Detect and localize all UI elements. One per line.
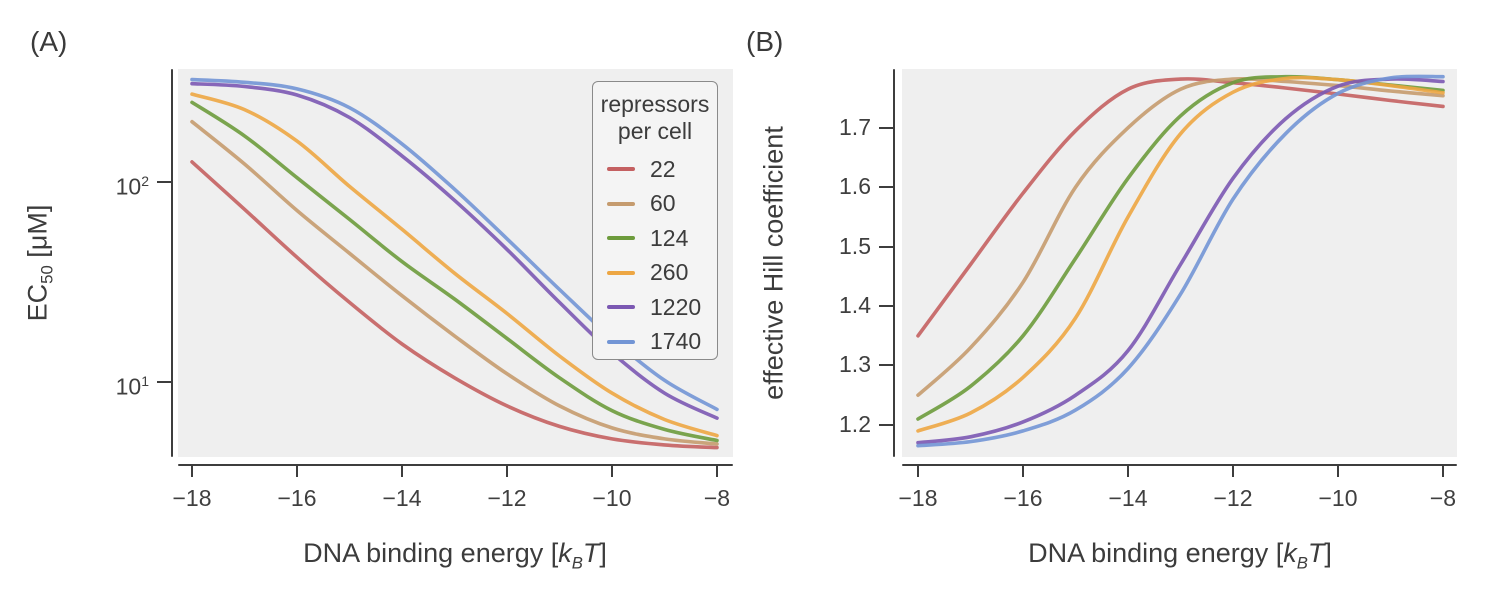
x-tick-label: −16 — [1003, 485, 1043, 511]
panel-a-y-axis-label-units: [μM] — [22, 204, 53, 266]
legend-title: repressors per cell — [593, 91, 717, 145]
panel-a-x-axis-label: DNA binding energy [kBT] — [303, 538, 607, 573]
panel-b-x-spine — [902, 464, 1457, 466]
curve-260 — [916, 75, 1445, 433]
curve-22 — [190, 160, 719, 450]
curve-1220 — [190, 81, 719, 420]
y-tick — [879, 245, 893, 248]
legend-entry-label: 60 — [650, 190, 676, 217]
x-tick-label: −18 — [172, 485, 212, 511]
y-tick-label: 1.5 — [839, 232, 871, 259]
legend-line-swatch — [607, 201, 635, 206]
curve-22 — [916, 77, 1445, 338]
x-tick — [401, 466, 403, 477]
legend-entry-label: 1220 — [650, 293, 702, 320]
x-tick — [505, 466, 508, 477]
x-tick — [296, 466, 298, 477]
legend-entry-label: 124 — [650, 224, 689, 251]
y-tick-label: 1.6 — [839, 173, 871, 200]
x-tick-label: −12 — [487, 485, 527, 511]
panel-a-y-axis-label-subscript: 50 — [37, 265, 57, 284]
x-tick — [917, 466, 919, 477]
x-tick — [610, 466, 613, 477]
x-tick — [1022, 466, 1024, 477]
panel-b-y-axis-label: effective Hill coefficient — [759, 126, 790, 400]
panel-b-plot-area — [902, 69, 1457, 457]
legend-entry: 260 — [593, 256, 717, 291]
y-tick-label: 1.3 — [839, 351, 871, 378]
legend-title-line2: per cell — [617, 118, 693, 144]
y-tick — [879, 305, 893, 308]
x-tick — [1336, 466, 1339, 477]
y-tick — [879, 423, 893, 426]
panel-a-y-axis-label: EC50 [μM] — [22, 205, 57, 322]
legend-entries: 22 60 124 260 1220 1740 — [593, 152, 717, 359]
x-tick-label: −14 — [382, 485, 422, 511]
legend-title-line1: repressors — [600, 91, 710, 117]
panel-a-x-spine — [178, 464, 733, 466]
x-tick-label: −16 — [277, 485, 317, 511]
panel-a-y-axis-label-text: EC — [22, 283, 53, 322]
legend-entry: 124 — [593, 221, 717, 256]
legend-line-swatch — [607, 236, 635, 241]
y-tick — [879, 364, 893, 367]
x-tick-label: −18 — [898, 485, 938, 511]
x-tick-label: −8 — [1429, 485, 1457, 511]
x-tick-label: −10 — [1318, 485, 1358, 511]
y-tick-label: 1.4 — [839, 292, 871, 319]
legend-line-swatch — [607, 167, 635, 172]
curve-1220 — [916, 77, 1445, 445]
legend-entry: 22 — [593, 152, 717, 187]
legend-line-swatch — [607, 305, 635, 310]
curve-60 — [190, 119, 719, 446]
legend-entry-label: 260 — [650, 259, 689, 286]
y-tick-label: 1.2 — [839, 410, 871, 437]
legend-entry-label: 22 — [650, 155, 676, 182]
x-tick — [1441, 466, 1444, 477]
curve-1740 — [916, 74, 1445, 448]
y-tick — [879, 186, 893, 189]
panel-a-label: (A) — [30, 26, 68, 57]
curve-60 — [916, 76, 1445, 397]
panel-a-y-spine — [171, 69, 173, 457]
panel-b-y-spine — [893, 69, 895, 457]
legend: repressors per cell 22 60 124 260 1220 1740 — [592, 81, 718, 360]
y-tick — [157, 180, 171, 183]
legend-line-swatch — [607, 270, 635, 275]
x-tick — [715, 466, 718, 477]
panel-b-y-axis-label-text: effective Hill coefficient — [758, 126, 789, 400]
y-tick-label: 1.7 — [839, 113, 871, 140]
x-tick-label: −8 — [703, 485, 731, 511]
y-tick-label: 101 — [115, 373, 149, 400]
y-tick — [879, 126, 893, 129]
x-tick-label: −12 — [1213, 485, 1253, 511]
legend-entry: 1220 — [593, 290, 717, 325]
panel-b-label: (B) — [746, 26, 784, 57]
x-tick-label: −10 — [592, 485, 632, 511]
y-tick-label: 102 — [115, 172, 149, 200]
panel-b-x-axis-label: DNA binding energy [kBT] — [1028, 538, 1332, 573]
x-tick-label: −14 — [1108, 485, 1148, 511]
legend-entry: 1740 — [593, 325, 717, 360]
legend-line-swatch — [607, 339, 635, 344]
legend-entry-label: 1740 — [650, 328, 702, 355]
curve-124 — [916, 74, 1445, 421]
x-tick — [1127, 466, 1129, 477]
x-tick — [1231, 466, 1234, 477]
curve-260 — [190, 92, 719, 438]
curve-124 — [190, 100, 719, 443]
x-tick — [191, 466, 194, 477]
y-tick — [157, 381, 171, 384]
legend-entry: 60 — [593, 187, 717, 222]
